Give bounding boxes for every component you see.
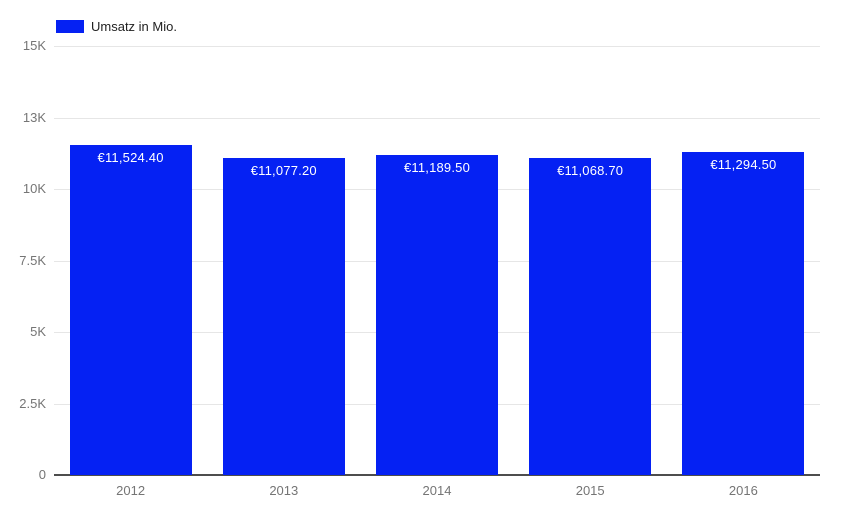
bar-2014[interactable]: €11,189.50 — [376, 155, 498, 475]
x-tick-label-2012: 2012 — [116, 483, 146, 498]
x-tick-label-2016: 2016 — [728, 483, 758, 498]
bar-value-label-2015: €11,068.70 — [557, 163, 624, 179]
x-tick-label-2015: 2015 — [575, 483, 605, 498]
y-tick-label-13K: 13K — [22, 109, 46, 125]
y-tick-label-7.5K: 7.5K — [19, 252, 46, 268]
y-tick-label-5K: 5K — [30, 324, 46, 339]
y-tick-label-10K: 10K — [22, 181, 46, 196]
legend-label: Umsatz in Mio. — [91, 18, 177, 34]
bar-value-label-2013: €11,077.20 — [250, 163, 317, 179]
plot-area: €11,524.40 €11,077.20 €11,189.50 €11,068.70… — [54, 46, 820, 476]
y-tick-label-2.5K: 2.5K — [19, 395, 46, 411]
bar-value-label-2012: €11,524.40 — [97, 150, 164, 166]
bar-value-label-2014: €11,189.50 — [403, 160, 471, 175]
bar-value-label-2016: €11,294.50 — [710, 157, 777, 172]
gridline-15K — [54, 46, 820, 47]
x-axis-baseline — [54, 474, 820, 476]
bar-2016[interactable]: €11,294.50 — [682, 152, 805, 475]
legend-swatch — [56, 19, 84, 33]
legend: Umsatz in Mio. — [56, 15, 177, 37]
x-tick-label-2014: 2014 — [422, 483, 452, 498]
bar-2013[interactable]: €11,077.20 — [222, 158, 345, 475]
y-tick-label-0: 0 — [38, 467, 46, 482]
bar-2012[interactable]: €11,524.40 — [69, 145, 192, 475]
y-tick-label-15K: 15K — [22, 38, 46, 53]
bar-2015[interactable]: €11,068.70 — [529, 158, 652, 475]
x-tick-label-2013: 2013 — [269, 483, 299, 498]
gridline-13K — [54, 117, 820, 119]
